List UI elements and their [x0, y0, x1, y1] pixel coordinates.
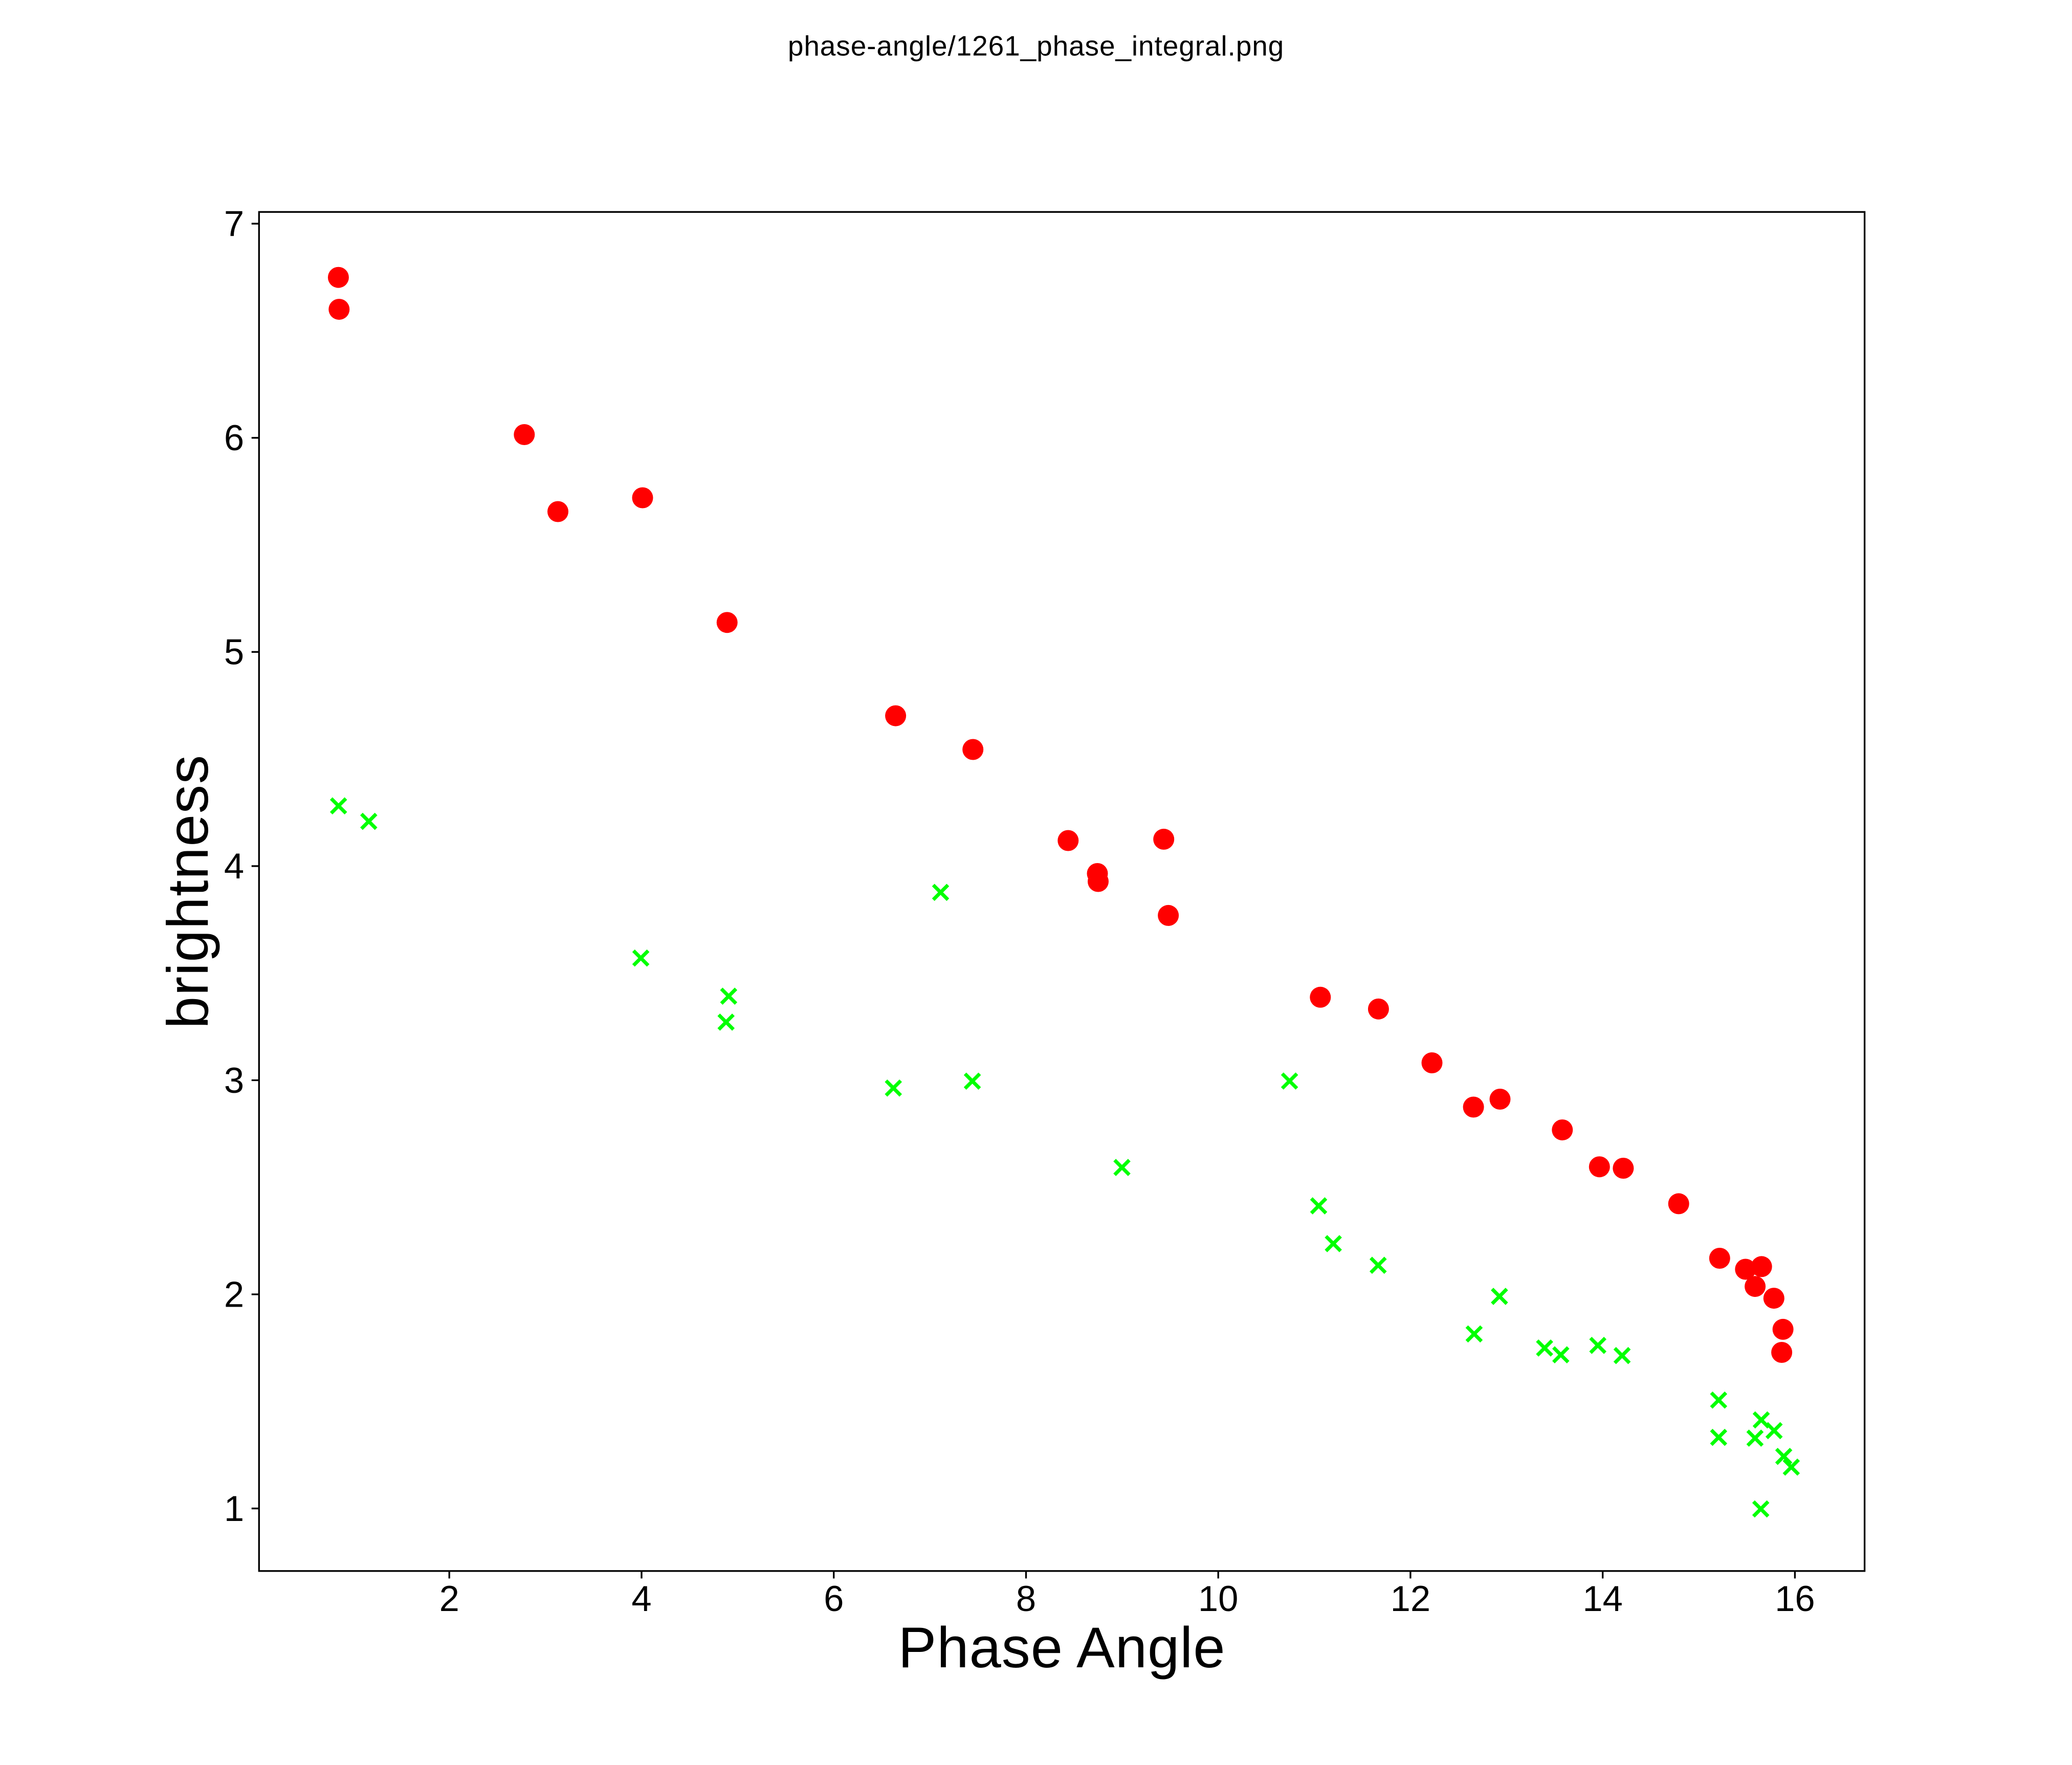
svg-text:6: 6 [224, 417, 244, 458]
svg-text:brightness: brightness [156, 754, 220, 1028]
svg-text:phase-angle/1261_phase_integra: phase-angle/1261_phase_integral.png [788, 30, 1284, 62]
svg-text:5: 5 [224, 632, 244, 672]
svg-text:12: 12 [1391, 1578, 1431, 1619]
svg-text:16: 16 [1775, 1578, 1815, 1619]
svg-text:6: 6 [824, 1578, 844, 1619]
svg-text:8: 8 [1016, 1578, 1036, 1619]
svg-text:2: 2 [439, 1578, 459, 1619]
svg-text:4: 4 [631, 1578, 651, 1619]
svg-text:2: 2 [224, 1274, 244, 1314]
svg-text:10: 10 [1198, 1578, 1239, 1619]
svg-text:4: 4 [224, 846, 244, 886]
svg-text:7: 7 [224, 204, 244, 244]
svg-text:14: 14 [1582, 1578, 1623, 1619]
svg-text:3: 3 [224, 1060, 244, 1100]
svg-text:1: 1 [224, 1488, 244, 1529]
svg-text:Phase Angle: Phase Angle [898, 1616, 1226, 1680]
